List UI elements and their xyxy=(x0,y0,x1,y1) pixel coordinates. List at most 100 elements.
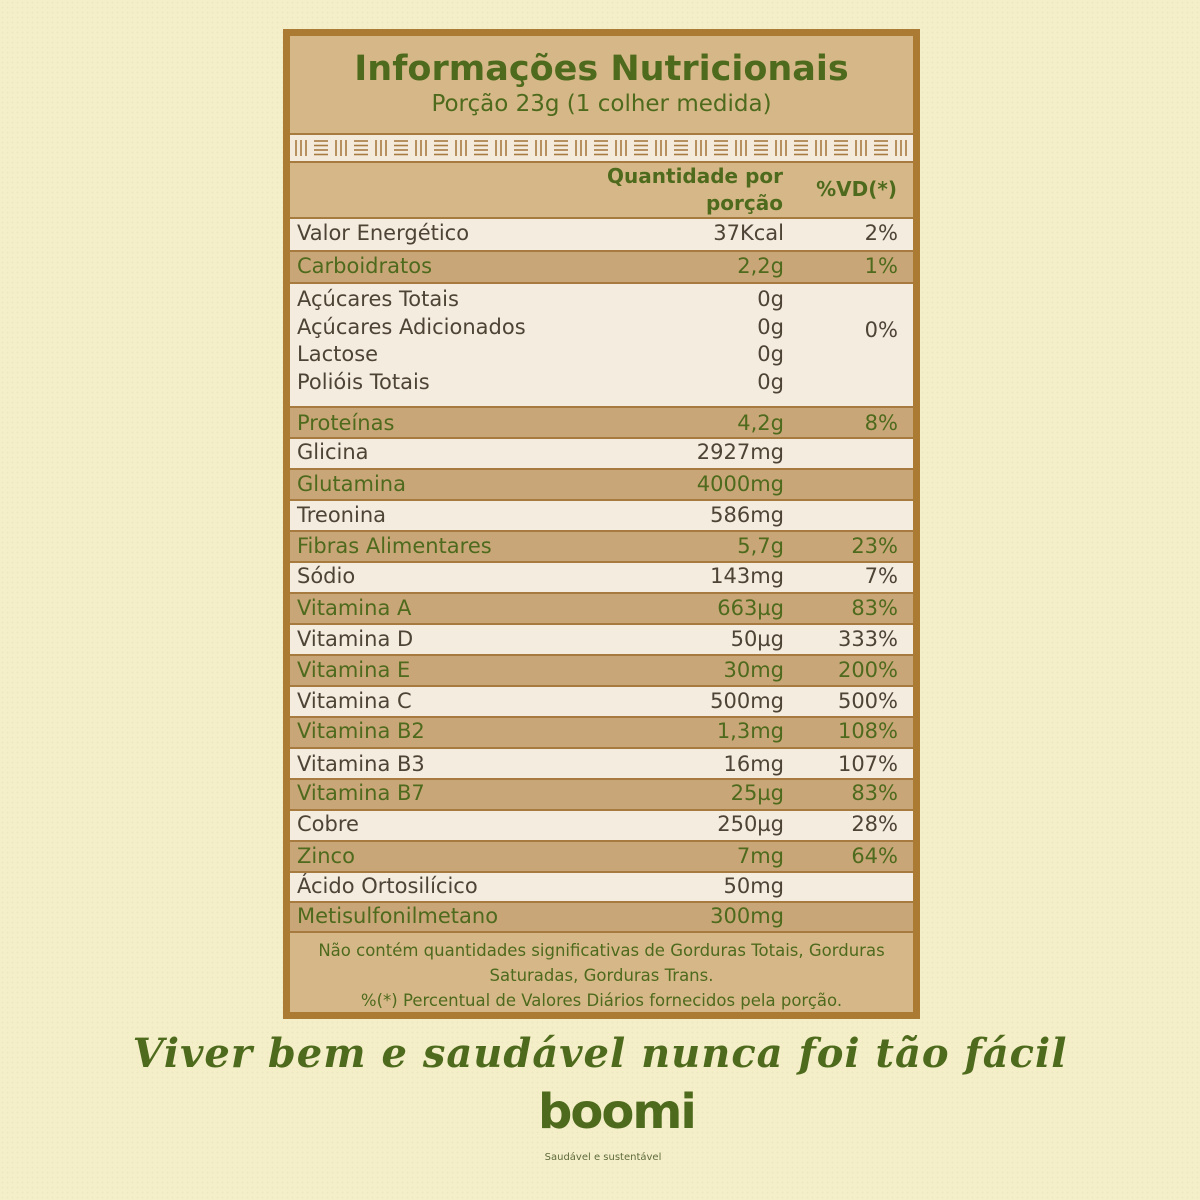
nutrient-name: Ácido Ortosilícico xyxy=(297,874,478,898)
nutrient-quantity: 4,2g xyxy=(737,411,784,435)
pattern-motif xyxy=(735,140,747,156)
pattern-motif xyxy=(794,140,808,156)
pattern-motif xyxy=(354,140,368,156)
nutrient-vd: 7% xyxy=(864,564,898,588)
nutrient-name: Açúcares Totais xyxy=(297,287,459,311)
nutrient-quantity: 586mg xyxy=(710,503,784,527)
table-row: Sódio 143mg 7% xyxy=(290,563,913,594)
nutrient-quantity: 1,3mg xyxy=(716,719,784,743)
pattern-motif xyxy=(714,140,728,156)
nutrient-name: Açúcares Adicionados xyxy=(297,315,526,339)
pattern-motif xyxy=(535,140,547,156)
nutrient-quantity: 0g xyxy=(757,287,784,311)
table-row: Cobre 250µg 28% xyxy=(290,811,913,842)
nutrient-vd: 107% xyxy=(837,752,898,776)
footnote-line: %(*) Percentual de Valores Diários forne… xyxy=(360,991,843,1010)
nutrient-quantity: 0g xyxy=(757,342,784,366)
pattern-motif xyxy=(474,140,488,156)
table-row: Treonina 586mg xyxy=(290,501,913,532)
pattern-motif xyxy=(674,140,688,156)
pattern-motif xyxy=(375,140,387,156)
panel-title: Informações Nutricionais xyxy=(354,49,849,89)
pattern-motif xyxy=(295,140,307,156)
nutrient-name: Lactose xyxy=(297,342,379,366)
pattern-motif xyxy=(874,140,888,156)
nutrient-vd: 500% xyxy=(837,689,898,713)
pattern-motif xyxy=(314,140,328,156)
nutrient-vd: 8% xyxy=(864,411,898,435)
nutrient-name: Carboidratos xyxy=(297,254,433,278)
table-row: Zinco 7mg 64% xyxy=(290,842,913,873)
nutrient-name: Sódio xyxy=(297,564,356,588)
pattern-motif xyxy=(815,140,827,156)
decorative-pattern-band xyxy=(290,133,913,163)
nutrient-vd: 83% xyxy=(851,596,898,620)
footnote-line: Não contém quantidades significativas de… xyxy=(318,941,885,960)
nutrition-facts-panel: Informações Nutricionais Porção 23g (1 c… xyxy=(283,29,920,1019)
nutrient-quantity: 30mg xyxy=(723,658,784,682)
nutrient-name: Metisulfonilmetano xyxy=(297,904,499,928)
table-row: Metisulfonilmetano 300mg xyxy=(290,903,913,933)
nutrient-vd: 200% xyxy=(837,658,898,682)
table-row: Glutamina 4000mg xyxy=(290,470,913,501)
nutrient-name: Polióis Totais xyxy=(297,370,430,394)
table-row: Vitamina E 30mg 200% xyxy=(290,656,913,687)
table-row: Fibras Alimentares 5,7g 23% xyxy=(290,532,913,563)
serving-size: Porção 23g (1 colher medida) xyxy=(431,91,772,117)
nutrient-name: Glutamina xyxy=(297,472,406,496)
table-row: Carboidratos 2,2g 1% xyxy=(290,252,913,284)
nutrient-quantity: 0g xyxy=(757,370,784,394)
footnote: Não contém quantidades significativas de… xyxy=(290,933,913,1013)
nutrient-quantity: 0g xyxy=(757,315,784,339)
nutrient-name: Vitamina A xyxy=(297,596,412,620)
sugars-group-row: Açúcares Totais 0g Açúcares Adicionados … xyxy=(290,284,913,408)
pattern-motif xyxy=(434,140,448,156)
column-headers: Quantidade por porção %VD(*) xyxy=(290,163,913,219)
nutrient-quantity: 4000mg xyxy=(696,472,784,496)
nutrient-vd: 333% xyxy=(837,627,898,651)
nutrient-name: Vitamina B2 xyxy=(297,719,425,743)
nutrient-quantity: 50mg xyxy=(723,874,784,898)
nutrient-quantity: 37Kcal xyxy=(713,221,784,245)
nutrient-quantity: 143mg xyxy=(710,564,784,588)
nutrient-vd: 64% xyxy=(851,844,898,868)
sugars-vd: 0% xyxy=(864,318,898,342)
nutrient-vd: 1% xyxy=(864,254,898,278)
brand-tagline: Saudável e sustentável xyxy=(544,1152,662,1163)
slogan: Viver bem e saudável nunca foi tão fácil xyxy=(132,1030,1068,1077)
pattern-motif xyxy=(855,140,867,156)
quantity-column-header: Quantidade por porção xyxy=(607,164,783,215)
table-row: Polióis Totais 0g xyxy=(290,370,913,398)
nutrient-name: Vitamina C xyxy=(297,689,412,713)
nutrient-vd: 83% xyxy=(851,781,898,805)
nutrient-quantity: 250µg xyxy=(717,812,784,836)
nutrient-quantity: 500mg xyxy=(710,689,784,713)
pattern-motif xyxy=(415,140,427,156)
nutrient-vd: 28% xyxy=(851,812,898,836)
nutrient-vd: 23% xyxy=(851,534,898,558)
table-row: Açúcares Adicionados 0g xyxy=(290,315,913,343)
nutrient-name: Glicina xyxy=(297,440,369,464)
table-row: Vitamina B3 16mg 107% xyxy=(290,749,913,780)
nutrient-quantity: 2927mg xyxy=(696,440,784,464)
nutrient-name: Vitamina B3 xyxy=(297,752,425,776)
pattern-motif xyxy=(895,140,907,156)
nutrient-quantity: 300mg xyxy=(710,904,784,928)
nutrient-name: Vitamina E xyxy=(297,658,411,682)
nutrient-name: Proteínas xyxy=(297,411,395,435)
pattern-motif xyxy=(775,140,787,156)
nutrient-quantity: 7mg xyxy=(736,844,784,868)
pattern-motif xyxy=(554,140,568,156)
panel-header: Informações Nutricionais Porção 23g (1 c… xyxy=(290,36,913,133)
pattern-motif xyxy=(634,140,648,156)
table-row: Lactose 0g xyxy=(290,342,913,370)
nutrient-quantity: 16mg xyxy=(723,752,784,776)
nutrient-quantity: 2,2g xyxy=(737,254,784,278)
pattern-motif xyxy=(495,140,507,156)
nutrient-name: Treonina xyxy=(297,503,387,527)
table-row: Proteínas 4,2g 8% xyxy=(290,408,913,439)
pattern-motif xyxy=(695,140,707,156)
pattern-motif xyxy=(834,140,848,156)
pattern-motif xyxy=(594,140,608,156)
table-row: Ácido Ortosilícico 50mg xyxy=(290,873,913,903)
